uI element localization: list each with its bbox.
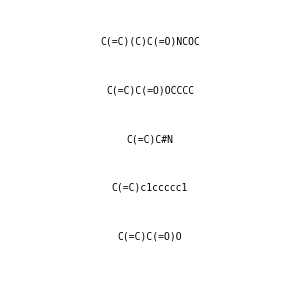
Text: C(=C)C(=O)OCCCC: C(=C)C(=O)OCCCC <box>106 85 194 96</box>
Text: C(=C)(C)C(=O)NCOC: C(=C)(C)C(=O)NCOC <box>100 37 200 47</box>
Text: C(=C)C#N: C(=C)C#N <box>127 134 173 144</box>
Text: C(=C)C(=O)O: C(=C)C(=O)O <box>118 231 182 242</box>
Text: C(=C)c1ccccc1: C(=C)c1ccccc1 <box>112 183 188 193</box>
